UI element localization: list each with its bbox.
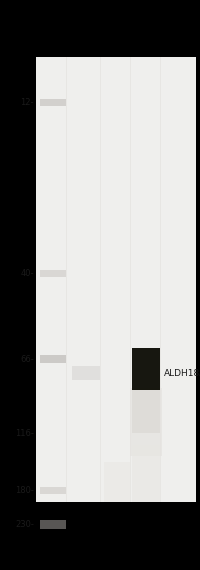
Text: 230-: 230- xyxy=(15,520,34,529)
Bar xyxy=(130,57,131,502)
Bar xyxy=(160,57,161,502)
Text: 66-: 66- xyxy=(20,355,34,364)
Bar xyxy=(104,462,130,502)
Text: 116-: 116- xyxy=(15,429,34,438)
Bar xyxy=(132,445,160,502)
Bar xyxy=(40,99,66,106)
Text: 40-: 40- xyxy=(21,269,34,278)
Bar xyxy=(72,367,100,381)
Bar xyxy=(36,0,196,57)
Bar xyxy=(40,487,66,494)
Bar xyxy=(40,520,66,529)
Bar xyxy=(40,355,66,364)
Bar xyxy=(36,57,196,502)
Bar xyxy=(100,57,101,502)
Bar xyxy=(130,388,162,456)
Text: ALDH18A: ALDH18A xyxy=(164,369,200,378)
Bar xyxy=(66,57,67,502)
Bar xyxy=(40,270,66,277)
Text: 180-: 180- xyxy=(15,486,34,495)
Bar xyxy=(132,348,160,390)
Bar xyxy=(132,388,160,433)
Text: 12-: 12- xyxy=(21,98,34,107)
Bar xyxy=(36,502,196,570)
